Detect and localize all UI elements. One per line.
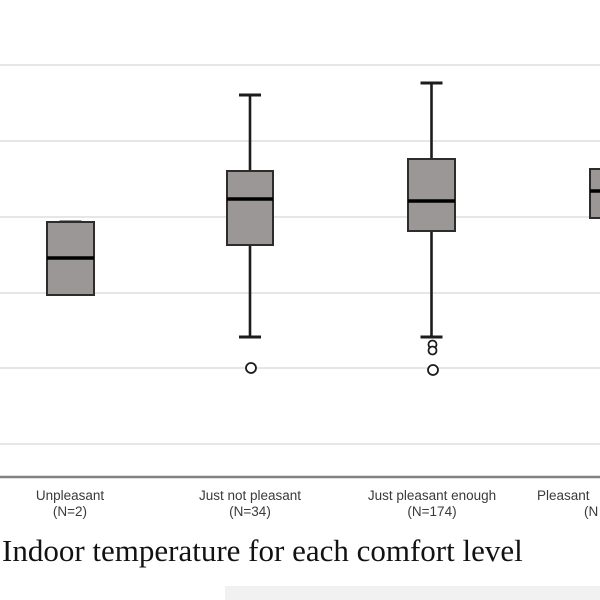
box-iqr (407, 158, 456, 232)
category-count: (N (584, 504, 599, 519)
x-axis-label: Unpleasant (N=2) (0, 488, 190, 520)
category-name: Pleasant (537, 488, 590, 503)
category-count: (N=2) (52, 504, 88, 519)
category-name: Just pleasant enough (367, 488, 497, 503)
figure-caption: Indoor temperature for each comfort leve… (2, 533, 523, 568)
bottom-band (225, 586, 600, 600)
x-axis-label: Just not pleasant (N=34) (130, 488, 370, 520)
outlier-point (427, 345, 438, 356)
x-axis-label: Just pleasant enough (N=174) (312, 488, 552, 520)
category-count: (N=34) (229, 504, 271, 519)
x-axis-label: Pleasant (N (537, 488, 600, 520)
category-name: Unpleasant (35, 488, 105, 503)
box-iqr (226, 170, 274, 246)
box-iqr (589, 168, 600, 219)
category-count: (N=174) (407, 504, 457, 519)
outlier-point (427, 364, 439, 376)
outlier-point (245, 362, 257, 374)
category-name: Just not pleasant (198, 488, 302, 503)
boxplot-canvas (0, 64, 600, 479)
